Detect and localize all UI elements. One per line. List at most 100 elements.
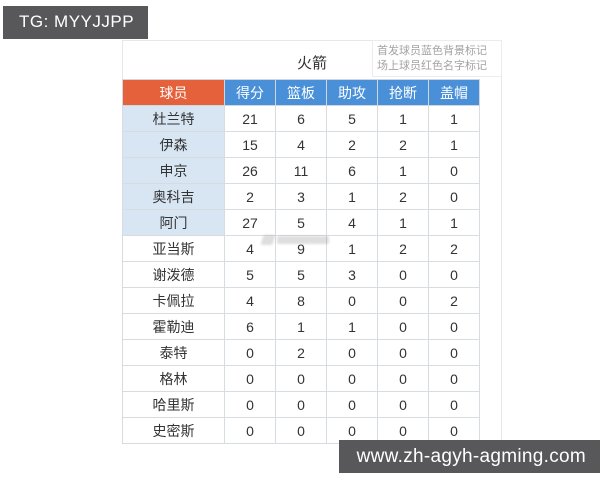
column-header-assists: 助攻 <box>326 79 378 106</box>
stat-cell: 15 <box>224 131 276 158</box>
stat-cell: 0 <box>377 287 429 314</box>
table-row: 霍勒迪 6 1 1 0 0 <box>122 313 480 340</box>
table-header-row: 球员 得分 篮板 助攻 抢断 盖帽 <box>122 79 480 106</box>
column-header-rebounds: 篮板 <box>275 79 327 106</box>
table-row: 哈里斯 0 0 0 0 0 <box>122 391 480 418</box>
stats-table-body: 杜兰特 21 6 5 1 1 伊森 15 4 2 2 1 申京 26 11 6 1 0 奥科吉 2 3 1 2 0 阿门 27 5 4… <box>122 105 480 444</box>
stat-cell: 2 <box>224 183 276 210</box>
site-url-watermark: www.zh-agyh-agming.com <box>338 440 600 473</box>
stat-cell: 0 <box>428 261 480 288</box>
stat-cell: 0 <box>275 417 327 444</box>
stat-cell: 0 <box>224 365 276 392</box>
stat-cell: 2 <box>428 235 480 262</box>
stat-cell: 2 <box>326 131 378 158</box>
team-title: 火箭 <box>296 55 327 72</box>
player-stats-table: 球员 得分 篮板 助攻 抢断 盖帽 杜兰特 21 6 5 1 1 伊森 15 4 2 2 1 申京 26 1… <box>122 79 480 444</box>
stat-cell: 21 <box>224 105 276 132</box>
stat-cell: 1 <box>428 209 480 236</box>
table-row: 申京 26 11 6 1 0 <box>122 157 480 184</box>
stat-cell: 0 <box>326 391 378 418</box>
stat-cell: 1 <box>326 183 378 210</box>
stat-cell: 4 <box>275 131 327 158</box>
stat-cell: 0 <box>224 391 276 418</box>
stat-cell: 1 <box>428 105 480 132</box>
stat-cell: 0 <box>377 365 429 392</box>
player-name-cell: 哈里斯 <box>122 391 225 418</box>
player-name-cell: 史密斯 <box>122 417 225 444</box>
stat-cell: 2 <box>377 235 429 262</box>
stat-cell: 9 <box>275 235 327 262</box>
stat-cell: 1 <box>275 313 327 340</box>
stat-cell: 26 <box>224 157 276 184</box>
stat-cell: 0 <box>224 417 276 444</box>
stat-cell: 0 <box>377 417 429 444</box>
player-name-cell: 卡佩拉 <box>122 287 225 314</box>
stat-cell: 1 <box>377 157 429 184</box>
stat-cell: 0 <box>275 365 327 392</box>
stat-cell: 0 <box>377 391 429 418</box>
column-header-blocks: 盖帽 <box>428 79 480 106</box>
stat-cell: 0 <box>428 157 480 184</box>
stat-cell: 0 <box>326 339 378 366</box>
stat-cell: 1 <box>428 131 480 158</box>
stat-cell: 0 <box>377 339 429 366</box>
stat-cell: 0 <box>224 339 276 366</box>
telegram-watermark-badge: TG: MYYJJPP <box>3 6 149 39</box>
player-name-cell: 杜兰特 <box>122 105 225 132</box>
stat-cell: 4 <box>326 209 378 236</box>
stat-cell: 0 <box>428 391 480 418</box>
stat-cell: 4 <box>224 287 276 314</box>
stat-cell: 1 <box>377 209 429 236</box>
legend-note: 首发球员蓝色背景标记 场上球员红色名字标记 <box>372 40 502 77</box>
legend-line-oncourt: 场上球员红色名字标记 <box>377 60 487 72</box>
player-name-cell: 亚当斯 <box>122 235 225 262</box>
stat-cell: 8 <box>275 287 327 314</box>
stat-cell: 1 <box>326 235 378 262</box>
stat-cell: 6 <box>224 313 276 340</box>
player-name-cell: 伊森 <box>122 131 225 158</box>
player-name-cell: 申京 <box>122 157 225 184</box>
stat-cell: 0 <box>428 417 480 444</box>
table-row: 奥科吉 2 3 1 2 0 <box>122 183 480 210</box>
stat-cell: 27 <box>224 209 276 236</box>
stat-cell: 2 <box>275 339 327 366</box>
stat-cell: 5 <box>275 209 327 236</box>
legend-line-starters: 首发球员蓝色背景标记 <box>377 45 487 57</box>
stat-cell: 2 <box>377 131 429 158</box>
table-row: 谢泼德 5 5 3 0 0 <box>122 261 480 288</box>
stat-cell: 1 <box>326 313 378 340</box>
telegram-watermark-text: TG: MYYJJPP <box>19 12 135 31</box>
card-header: 火箭 首发球员蓝色背景标记 场上球员红色名字标记 <box>123 40 502 79</box>
stat-cell: 0 <box>377 261 429 288</box>
stat-cell: 2 <box>377 183 429 210</box>
stat-cell: 1 <box>377 105 429 132</box>
stat-cell: 0 <box>275 391 327 418</box>
stat-cell: 11 <box>275 157 327 184</box>
player-name-cell: 奥科吉 <box>122 183 225 210</box>
table-row: 伊森 15 4 2 2 1 <box>122 131 480 158</box>
player-name-cell: 谢泼德 <box>122 261 225 288</box>
stats-card: 火箭 首发球员蓝色背景标记 场上球员红色名字标记 球员 得分 篮板 助攻 抢断 … <box>122 40 502 444</box>
stat-cell: 3 <box>326 261 378 288</box>
table-row: 史密斯 0 0 0 0 0 <box>122 417 480 444</box>
column-header-player: 球员 <box>122 79 225 106</box>
player-name-cell: 泰特 <box>122 339 225 366</box>
stat-cell: 6 <box>326 157 378 184</box>
stat-cell: 0 <box>428 365 480 392</box>
stat-cell: 5 <box>326 105 378 132</box>
table-row: 格林 0 0 0 0 0 <box>122 365 480 392</box>
stat-cell: 0 <box>377 313 429 340</box>
table-row: 阿门 27 5 4 1 1 <box>122 209 480 236</box>
stat-cell: 0 <box>326 365 378 392</box>
stat-cell: 6 <box>275 105 327 132</box>
site-url-text: www.zh-agyh-agming.com <box>356 446 586 467</box>
stat-cell: 4 <box>224 235 276 262</box>
table-row: 卡佩拉 4 8 0 0 2 <box>122 287 480 314</box>
player-name-cell: 格林 <box>122 365 225 392</box>
stat-cell: 5 <box>224 261 276 288</box>
stat-cell: 0 <box>428 183 480 210</box>
stat-cell: 2 <box>428 287 480 314</box>
table-row: 亚当斯 4 9 1 2 2 <box>122 235 480 262</box>
player-name-cell: 阿门 <box>122 209 225 236</box>
stat-cell: 0 <box>326 287 378 314</box>
